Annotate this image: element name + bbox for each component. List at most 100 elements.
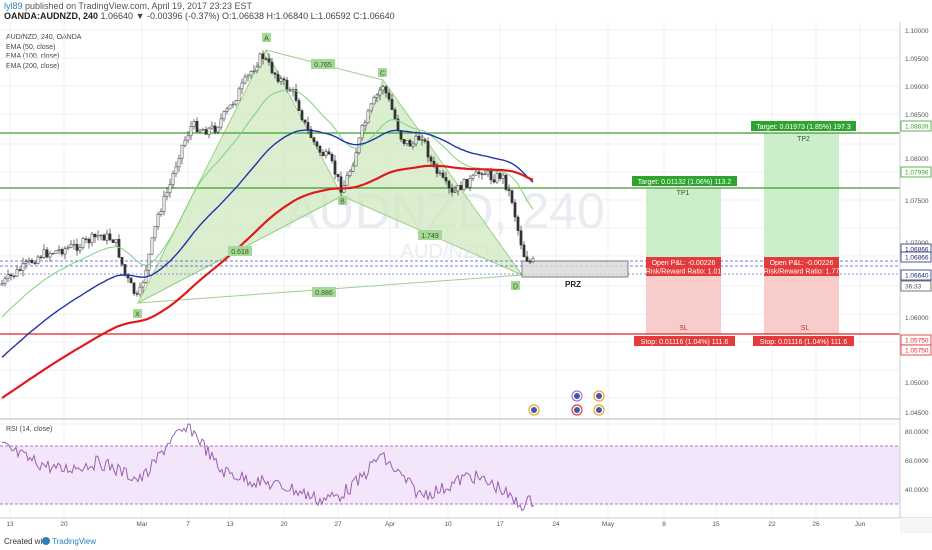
candle-body <box>294 89 298 101</box>
candle-body <box>48 253 52 258</box>
candle-body <box>330 153 334 162</box>
time-tick-label: 20 <box>60 521 68 528</box>
economic-event-icons[interactable] <box>528 390 605 416</box>
footer-created: Created with <box>4 537 49 546</box>
candle-body <box>339 176 343 193</box>
candle-body <box>372 97 376 105</box>
author-link[interactable]: lyl89 <box>4 1 23 11</box>
candle-body <box>489 170 493 181</box>
candle-body <box>492 179 496 183</box>
ema50-line[interactable] <box>1 89 534 318</box>
footer: Created with TradingView <box>0 533 932 550</box>
rsi-tick-label: 40.0000 <box>905 487 929 494</box>
candle-body <box>135 293 139 295</box>
candle-body <box>33 262 37 264</box>
rsi-tick-label: 60.0000 <box>905 458 929 465</box>
price-axis[interactable]: 1.10000 1.09500 1.09000 1.08500 1.08000 1.075… <box>905 28 929 417</box>
tp2-target-zone[interactable] <box>764 133 839 262</box>
time-tick-label: 13 <box>6 521 14 528</box>
time-axis[interactable]: 13 20 Mar 7 13 20 27 Apr 10 17 24 May 8 15 22 26 Jun <box>6 521 865 528</box>
candle-body <box>108 233 112 241</box>
candle-body <box>9 274 13 277</box>
axis-settings-corner[interactable] <box>900 518 932 533</box>
candle-body <box>366 110 370 124</box>
price-tag-box <box>900 251 932 263</box>
candle-body <box>336 173 340 177</box>
candle-body <box>525 256 529 262</box>
candle-body <box>420 139 424 141</box>
candle-body <box>195 121 199 133</box>
candle-body <box>501 174 505 179</box>
candle-body <box>96 235 100 238</box>
ema200-line[interactable] <box>1 164 534 399</box>
candle-body <box>519 230 523 246</box>
candle-body <box>303 119 307 123</box>
tp1-label: TP1 <box>677 190 690 197</box>
candle-body <box>273 72 277 75</box>
candle-body <box>432 160 436 165</box>
prz-box[interactable] <box>521 260 629 278</box>
candle-body <box>213 125 217 133</box>
candle-body <box>438 172 442 174</box>
candle-body <box>348 171 352 176</box>
price-tick-label: 1.09500 <box>905 56 929 63</box>
sl2-stop-zone[interactable] <box>764 274 839 334</box>
tp1-target-text: Target: 0.01132 (1.06%) 113.2 <box>638 179 732 186</box>
sl1-stop-zone[interactable] <box>646 274 721 334</box>
candle-body <box>153 226 157 239</box>
candle-body <box>192 121 196 127</box>
candle-body <box>30 259 34 263</box>
candle-body <box>24 261 28 264</box>
candle-body <box>231 103 235 106</box>
time-tick-label: 15 <box>712 521 720 528</box>
candle-body <box>0 283 4 286</box>
time-tick-label: 26 <box>812 521 820 528</box>
price-tick-label: 1.07000 <box>905 240 929 247</box>
candle-body <box>375 94 379 98</box>
price-tag-label: 1.06640 <box>905 273 929 280</box>
time-tick-label: 17 <box>496 521 504 528</box>
publish-line: lyl89 published on TradingView.com, Apri… <box>4 1 252 12</box>
candle-body <box>417 135 421 141</box>
candle-body <box>21 263 25 271</box>
point-b-label: B <box>340 199 345 206</box>
footer-brand[interactable]: TradingView <box>52 537 97 546</box>
price-tick-label: 1.08500 <box>905 112 929 119</box>
legend-ema50[interactable]: EMA (50, close) <box>6 43 56 51</box>
candle-body <box>354 152 358 167</box>
ratio-bd: 1.749 <box>421 233 439 240</box>
candle-body <box>6 274 10 279</box>
candle-body <box>36 256 40 264</box>
position-2[interactable]: Target: 0.01973 (1.85%) 197.3 TP2 Open P… <box>751 121 856 346</box>
candle-body <box>225 108 229 112</box>
candle-body <box>261 53 265 59</box>
candle-body <box>444 177 448 182</box>
price-tick-label: 1.08000 <box>905 156 929 163</box>
candle-body <box>321 152 325 157</box>
candle-body <box>528 261 532 263</box>
price-tag-label: 1.05750 <box>905 338 929 345</box>
tp1-target-zone[interactable] <box>646 188 721 262</box>
candle-body <box>255 66 259 72</box>
candle-body <box>216 126 220 133</box>
candle-body <box>18 269 22 271</box>
time-tick-label: 7 <box>186 521 190 528</box>
candle-body <box>243 76 247 84</box>
candle-body <box>486 170 490 175</box>
ema100-line[interactable] <box>1 129 534 358</box>
legend-ema100[interactable]: EMA (100, close) <box>6 53 60 60</box>
candle-body <box>297 100 301 111</box>
position-1[interactable]: Target: 0.01132 (1.06%) 113.2 TP1 Open P… <box>632 176 737 346</box>
time-tick-label: Jun <box>855 521 866 528</box>
legend-ema200[interactable]: EMA (200, close) <box>6 62 60 70</box>
price-tag-box <box>900 269 932 281</box>
xabcd-pattern[interactable] <box>136 48 524 305</box>
candle-body <box>282 78 286 81</box>
candle-body <box>429 156 433 162</box>
rsi-axis[interactable]: 80.0000 60.0000 40.0000 <box>905 429 929 494</box>
candle-body <box>114 239 118 243</box>
rsi-line[interactable] <box>1 423 535 512</box>
candle-body <box>471 174 475 179</box>
candle-body <box>414 135 418 145</box>
